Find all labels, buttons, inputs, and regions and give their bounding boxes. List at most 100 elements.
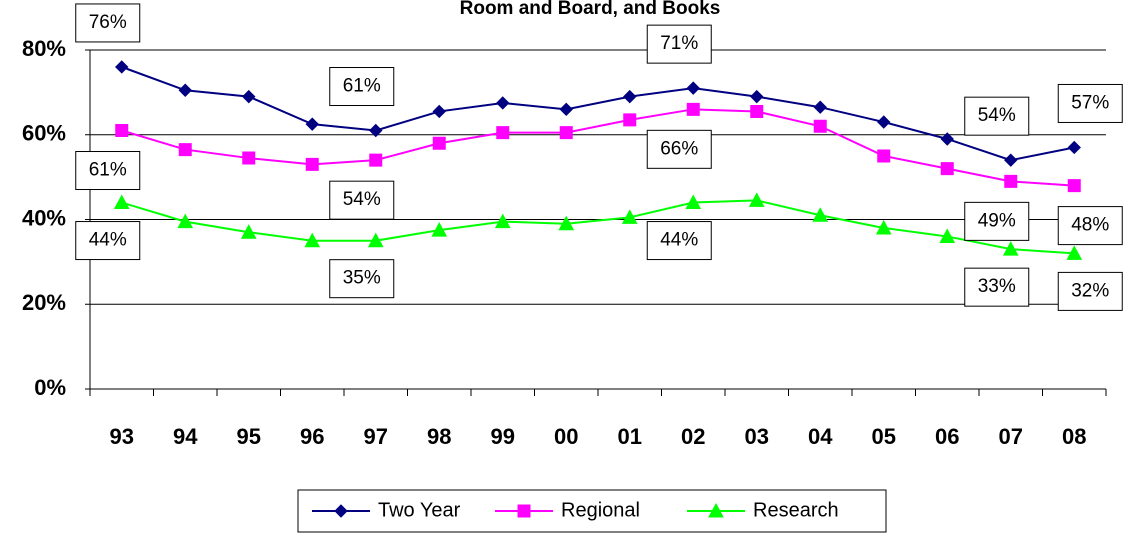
label-box <box>1057 206 1123 246</box>
marker <box>813 100 827 114</box>
label-box <box>329 67 395 107</box>
marker <box>559 126 573 140</box>
marker <box>750 104 764 118</box>
label-box <box>329 180 395 220</box>
marker <box>686 81 700 95</box>
marker <box>369 153 383 167</box>
x-tick-label: 99 <box>491 424 515 449</box>
x-tick-label: 98 <box>427 424 451 449</box>
data-label: 61% <box>89 160 127 181</box>
data-label: 54% <box>978 105 1016 126</box>
marker <box>367 232 384 248</box>
label-box <box>964 267 1030 307</box>
marker <box>115 124 129 138</box>
x-tick-label: 94 <box>173 424 198 449</box>
marker <box>242 151 256 165</box>
marker <box>240 224 257 239</box>
label-box <box>646 129 712 169</box>
marker <box>939 228 956 243</box>
marker <box>115 60 129 74</box>
series-line <box>121 199 1075 255</box>
data-label: 44% <box>660 230 698 251</box>
data-label: 54% <box>343 189 381 210</box>
y-tick-label: 0% <box>34 375 66 400</box>
marker <box>621 209 638 224</box>
x-tick-label: 93 <box>110 424 134 449</box>
data-label: 57% <box>1071 92 1109 113</box>
label-box <box>646 24 712 64</box>
marker <box>113 194 130 210</box>
marker <box>877 115 891 129</box>
data-label: 49% <box>978 210 1016 231</box>
y-tick-label: 40% <box>22 205 66 230</box>
series-line <box>121 66 1075 162</box>
label-box <box>75 151 141 191</box>
data-label: 76% <box>89 12 127 33</box>
marker <box>496 126 510 140</box>
marker <box>242 89 256 104</box>
marker <box>940 162 954 176</box>
data-label: 66% <box>660 138 698 159</box>
marker <box>875 219 892 235</box>
marker <box>685 194 702 210</box>
y-tick-label: 80% <box>22 36 66 61</box>
marker <box>432 136 446 150</box>
data-label: 32% <box>1071 280 1109 301</box>
marker <box>432 104 446 119</box>
marker <box>517 504 531 518</box>
legend: Two Year Regional Research <box>297 489 887 533</box>
legend-box <box>297 489 887 533</box>
marker <box>813 119 827 133</box>
label-box <box>964 201 1030 241</box>
marker <box>1004 153 1018 167</box>
chart-title: Room and Board, and Books <box>460 0 721 19</box>
marker <box>1004 174 1018 188</box>
marker <box>750 89 764 104</box>
marker <box>494 213 511 229</box>
series-line <box>121 108 1075 187</box>
x-tick-label: 04 <box>808 424 833 449</box>
x-tick-label: 00 <box>554 424 578 449</box>
marker <box>1067 140 1081 155</box>
x-tick-label: 08 <box>1062 424 1086 449</box>
marker <box>305 117 319 131</box>
x-tick-label: 07 <box>999 424 1023 449</box>
marker <box>304 232 321 248</box>
legend-label: Two Year <box>378 499 461 521</box>
marker <box>178 143 192 157</box>
marker <box>623 89 637 104</box>
marker <box>940 132 954 146</box>
legend-label: Research <box>753 499 839 521</box>
marker <box>1066 245 1083 260</box>
marker <box>623 113 637 127</box>
marker <box>369 123 383 138</box>
data-label: 35% <box>343 268 381 289</box>
marker <box>177 213 194 229</box>
marker <box>1002 241 1019 256</box>
x-tick-label: 05 <box>872 424 896 449</box>
marker <box>708 502 724 518</box>
marker <box>748 192 765 207</box>
marker <box>812 207 829 222</box>
data-label: 44% <box>89 230 127 251</box>
label-box <box>1057 271 1123 311</box>
x-tick-label: 96 <box>300 424 324 449</box>
marker <box>559 102 573 117</box>
label-box <box>1057 83 1123 123</box>
legend-label: Regional <box>561 499 640 521</box>
label-box <box>75 221 141 261</box>
marker <box>431 222 448 237</box>
marker <box>1067 179 1081 193</box>
data-label: 61% <box>343 76 381 97</box>
marker <box>334 504 348 518</box>
marker <box>496 96 510 110</box>
data-label: 48% <box>1071 215 1109 236</box>
x-tick-label: 95 <box>237 424 261 449</box>
data-label: 33% <box>978 276 1016 297</box>
x-tick-label: 97 <box>364 424 388 449</box>
y-tick-label: 20% <box>22 290 66 315</box>
label-box <box>964 96 1030 136</box>
label-box <box>329 259 395 299</box>
data-label: 71% <box>660 33 698 54</box>
